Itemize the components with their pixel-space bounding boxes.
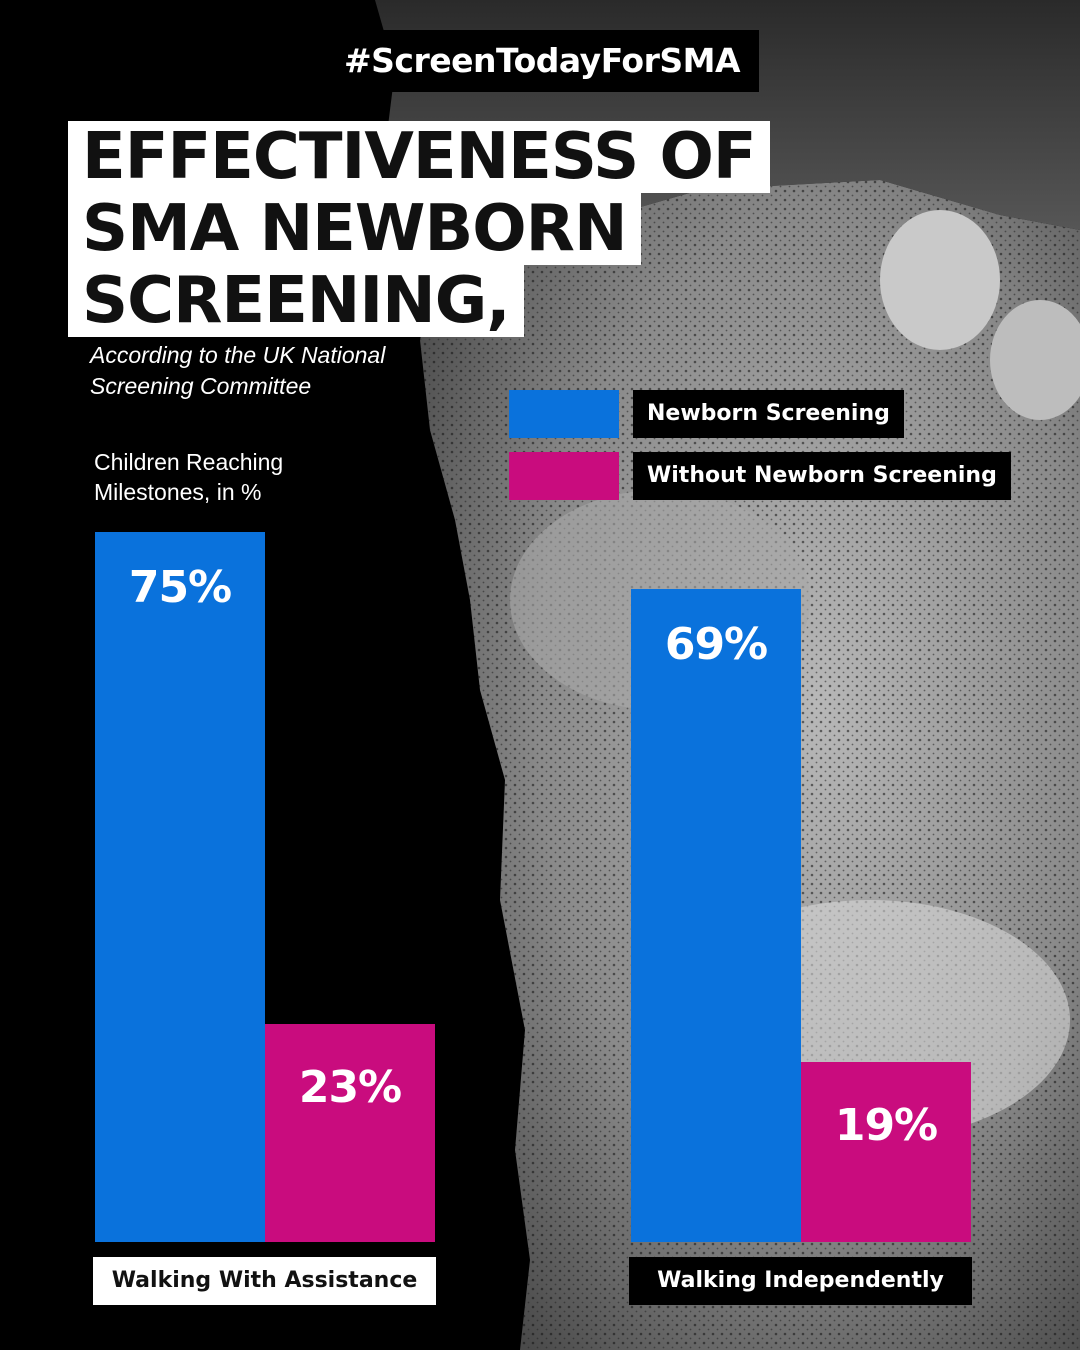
bar-newborn-walking-with-assistance [95, 531, 265, 1242]
data-label-newborn-walking-with-assistance: 75% [128, 561, 232, 613]
title-line-1: EFFECTIVENESS OF [68, 121, 770, 193]
y-axis-label: Children Reaching Milestones, in % [94, 449, 284, 505]
legend-label-without: Without Newborn Screening [633, 452, 1011, 500]
bar-without-walking-with-assistance [265, 1024, 435, 1242]
hashtag-banner: #ScreenTodayForSMA [325, 30, 759, 92]
legend-swatch-without [509, 452, 619, 500]
data-label-without-walking-independently: 19% [834, 1100, 938, 1152]
bar-without-walking-independently [801, 1062, 971, 1242]
title-line-3: SCREENING, [68, 265, 524, 337]
source-subtitle: According to the UK National Screening C… [90, 342, 386, 399]
title-line-2: SMA NEWBORN [68, 193, 641, 265]
category-label-walking-independently: Walking Independently [629, 1257, 972, 1305]
legend-swatch-newborn [509, 390, 619, 438]
category-label-walking-with-assistance: Walking With Assistance [93, 1257, 436, 1305]
data-label-newborn-walking-independently: 69% [664, 618, 768, 670]
data-label-without-walking-with-assistance: 23% [298, 1062, 402, 1114]
bar-newborn-walking-independently [631, 588, 801, 1242]
legend-label-newborn: Newborn Screening [633, 390, 904, 438]
